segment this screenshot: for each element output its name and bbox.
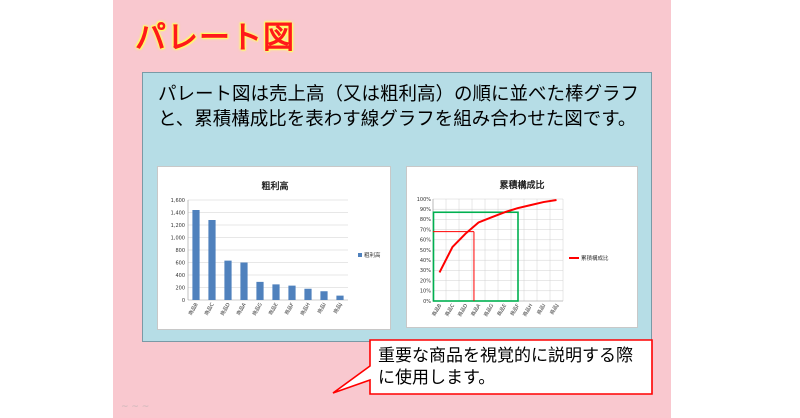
y-tick-label: 400	[175, 273, 185, 279]
bar	[256, 281, 264, 300]
bar	[288, 285, 296, 300]
bar	[272, 284, 280, 300]
y-tick-label: 20%	[420, 278, 431, 284]
x-tick-label: 商品C	[443, 302, 456, 318]
line-chart-panel: 累積構成比 0% 10% 20% 30% 40% 50% 60% 70% 80% 90% 100% 商品…	[406, 166, 638, 328]
bar	[336, 295, 344, 300]
x-tick-label: 商品G	[251, 301, 264, 317]
y-tick-label: 800	[175, 248, 185, 254]
x-tick-label: 商品D	[456, 302, 469, 318]
x-tick-label: 商品A	[235, 301, 248, 317]
line-chart: 累積構成比 0% 10% 20% 30% 40% 50% 60% 70% 80% 90% 100% 商品…	[417, 179, 609, 318]
x-tick-label: 商品C	[203, 301, 216, 317]
x-tick-label: 商品G	[482, 302, 495, 318]
y-tick-label: 0%	[423, 299, 431, 305]
y-tick-label: 1,200	[171, 223, 185, 229]
y-tick-label: 1,400	[171, 210, 185, 216]
x-tick-label: 商品E	[267, 302, 280, 317]
x-tick-label: 商品H	[521, 302, 534, 318]
series-line	[438, 199, 557, 273]
x-tick-label: 商品J	[332, 302, 344, 315]
x-tick-label: 商品I	[316, 302, 328, 315]
x-tick-label: 商品J	[548, 303, 560, 316]
callout-text: 重要な商品を視覚的に説明する際に使用します。	[378, 346, 633, 388]
x-tick-label: 商品H	[299, 301, 312, 317]
chart-title: 粗利高	[261, 180, 288, 192]
slide-title: パレート図	[135, 20, 295, 56]
x-tick-label: 商品B	[187, 301, 200, 317]
chart-title: 累積構成比	[499, 179, 544, 191]
y-tick-label: 0	[182, 298, 185, 304]
legend-label: 粗利高	[364, 251, 381, 259]
bar	[192, 210, 200, 300]
bar	[240, 262, 248, 300]
y-tick-label: 10%	[420, 289, 431, 295]
y-tick-label: 30%	[420, 268, 431, 274]
y-tick-label: 40%	[420, 258, 431, 264]
y-tick-label: 50%	[420, 248, 431, 254]
y-tick-label: 100%	[417, 197, 432, 203]
bar	[304, 288, 312, 300]
bar	[208, 220, 216, 300]
x-tick-label: 商品B	[430, 302, 443, 318]
x-tick-label: 商品D	[219, 301, 232, 317]
x-tick-label: 商品F	[283, 301, 296, 316]
highlight-rectangle	[432, 211, 519, 302]
x-tick-label: 商品A	[469, 302, 482, 318]
y-tick-label: 1,600	[171, 198, 185, 204]
x-tick-label: 商品F	[509, 302, 522, 317]
bar	[320, 291, 328, 300]
bar-chart-panel: 粗利高 0 200 400 600 800 1,000 1,200 1,400 1,600 商品B 商…	[157, 166, 391, 330]
y-tick-label: 600	[175, 260, 185, 266]
y-tick-label: 200	[175, 285, 185, 291]
y-tick-label: 1,000	[171, 235, 185, 241]
y-tick-label: 90%	[420, 207, 431, 213]
footer-mark: ~ ~ ~	[121, 402, 150, 412]
legend-swatch	[358, 253, 362, 257]
x-tick-label: 商品E	[496, 303, 509, 318]
x-tick-label: 商品I	[535, 303, 547, 316]
bar	[224, 260, 232, 300]
y-tick-label: 60%	[420, 238, 431, 244]
legend-label: 累積構成比	[581, 254, 609, 262]
description-text: パレート図は売上高（又は粗利高）の順に並べた棒グラフと、累積構成比を表わす線グラ…	[158, 84, 640, 130]
y-tick-label: 80%	[420, 217, 431, 223]
y-tick-label: 70%	[420, 227, 431, 233]
